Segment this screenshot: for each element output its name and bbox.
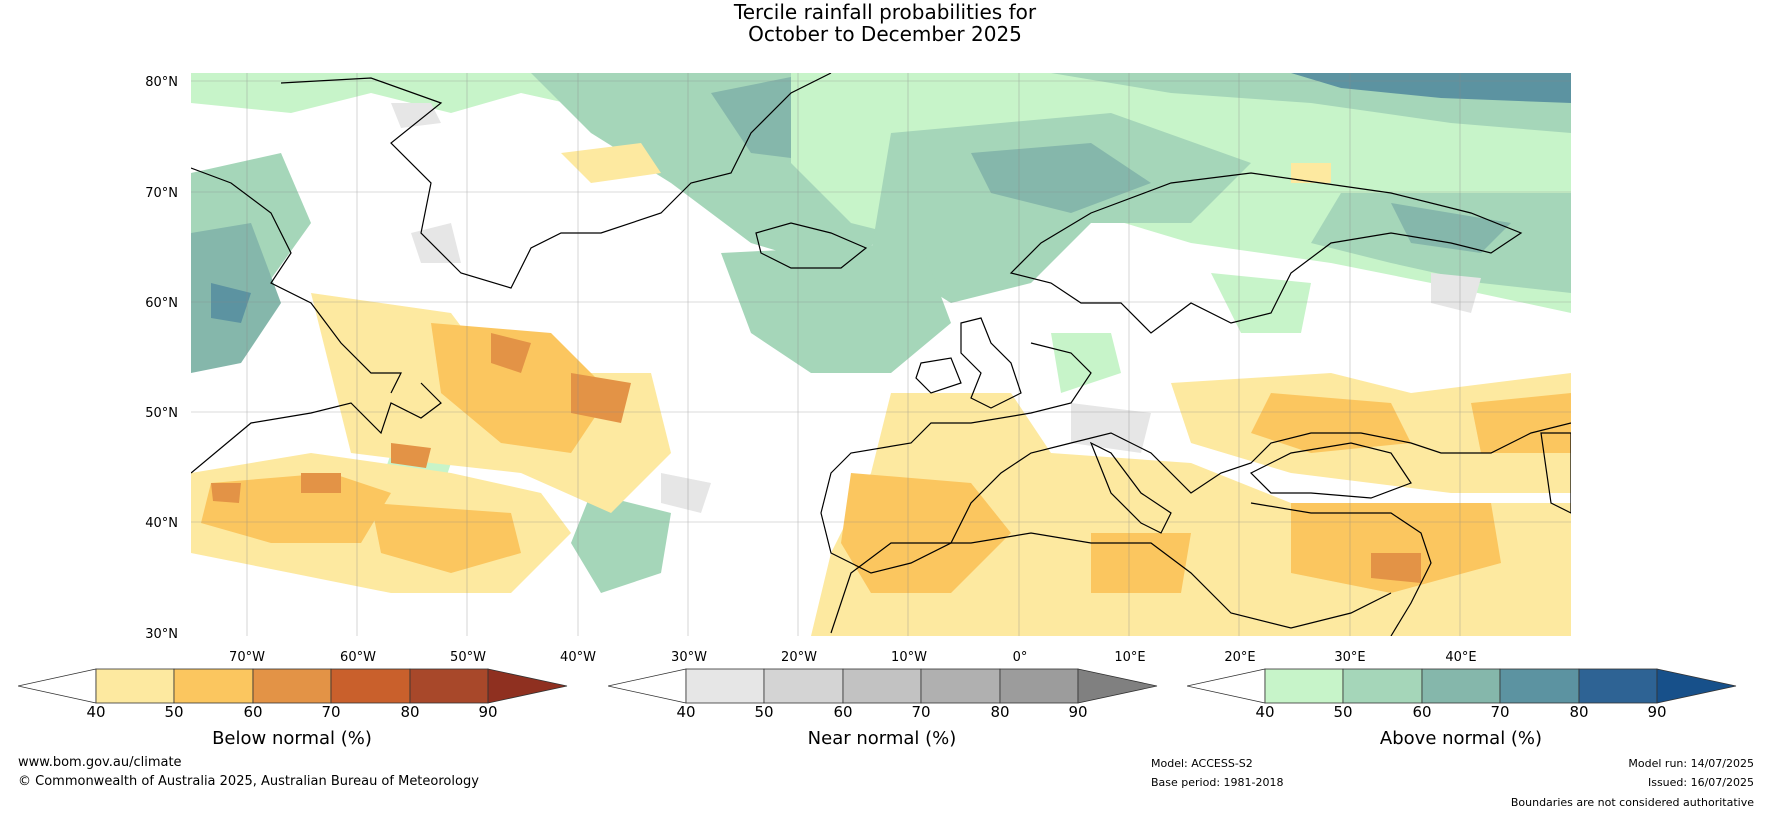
footer-copyright: © Commonwealth of Australia 2025, Austra… <box>18 774 479 789</box>
colorbar-above-40-50 <box>1264 668 1344 704</box>
colorbar-near-tick-40: 40 <box>676 703 696 721</box>
lat-label-30n: 30°N <box>145 627 178 642</box>
colorbar-below-tick-40: 40 <box>86 703 106 721</box>
colorbar-above-min-arrow <box>1187 668 1266 704</box>
colorbar-above-tick-90: 90 <box>1647 703 1667 721</box>
colorbar-above-title: Above normal (%) <box>1379 728 1543 749</box>
lon-label-30e: 30°E <box>1334 650 1366 665</box>
colorbar-near-min-arrow <box>608 668 687 704</box>
colorbar-below-60-70 <box>252 668 332 704</box>
colorbar-below-max-arrow <box>487 668 568 704</box>
colorbar-below-tick-90: 90 <box>478 703 498 721</box>
colorbar-near-80-90 <box>999 668 1079 704</box>
colorbar-near-40-50 <box>685 668 765 704</box>
colorbar-near-tick-70: 70 <box>911 703 931 721</box>
lon-label-50w: 50°W <box>450 650 486 665</box>
rainfall-probability-map <box>191 73 1571 636</box>
colorbar-near-50-60 <box>763 668 844 704</box>
footer-model: Model: ACCESS-S2 <box>1151 757 1253 770</box>
colorbar-below-tick-80: 80 <box>400 703 420 721</box>
colorbar-above-normal <box>1187 668 1737 704</box>
map-svg <box>191 73 1571 636</box>
coastlines <box>191 73 1571 636</box>
lon-label-20w: 20°W <box>781 650 817 665</box>
colorbar-above-60-70 <box>1421 668 1501 704</box>
colorbar-near-tick-60: 60 <box>833 703 853 721</box>
lon-label-10w: 10°W <box>891 650 927 665</box>
colorbar-below-tick-60: 60 <box>243 703 263 721</box>
colorbar-below-tick-70: 70 <box>321 703 341 721</box>
lon-label-70w: 70°W <box>229 650 265 665</box>
colorbar-below-normal <box>18 668 568 704</box>
lon-label-40e: 40°E <box>1445 650 1477 665</box>
colorbar-above-max-arrow <box>1656 668 1737 704</box>
lat-label-50n: 50°N <box>145 406 178 421</box>
colorbar-above-tick-80: 80 <box>1569 703 1589 721</box>
graticule <box>191 73 1571 636</box>
colorbar-above-tick-40: 40 <box>1255 703 1275 721</box>
colorbar-below-80-90 <box>409 668 489 704</box>
lon-label-20e: 20°E <box>1224 650 1256 665</box>
lon-label-30w: 30°W <box>671 650 707 665</box>
lat-label-80n: 80°N <box>145 75 178 90</box>
colorbar-above-80-90 <box>1578 668 1658 704</box>
colorbar-near-title: Near normal (%) <box>807 728 957 749</box>
above-normal-regions <box>191 73 1571 593</box>
colorbar-near-60-70 <box>842 668 922 704</box>
lat-label-40n: 40°N <box>145 516 178 531</box>
colorbar-below-50-60 <box>173 668 254 704</box>
colorbar-above-70-80 <box>1499 668 1580 704</box>
lon-label-40w: 40°W <box>560 650 596 665</box>
footer-issued: Issued: 16/07/2025 <box>1647 776 1754 789</box>
footer-website: www.bom.gov.au/climate <box>18 755 182 770</box>
lon-label-10e: 10°E <box>1114 650 1146 665</box>
colorbar-above-tick-50: 50 <box>1333 703 1353 721</box>
colorbar-above-tick-60: 60 <box>1412 703 1432 721</box>
colorbar-near-tick-50: 50 <box>754 703 774 721</box>
lon-label-60w: 60°W <box>340 650 376 665</box>
below-normal-regions <box>191 143 1571 636</box>
colorbar-below-tick-50: 50 <box>164 703 184 721</box>
footer-model-run: Model run: 14/07/2025 <box>1628 757 1754 770</box>
lon-label-0: 0° <box>1012 650 1028 665</box>
map-title-line1: Tercile rainfall probabilities for <box>733 0 1037 24</box>
lat-label-60n: 60°N <box>145 296 178 311</box>
colorbar-below-title: Below normal (%) <box>212 728 372 749</box>
colorbar-above-50-60 <box>1342 668 1423 704</box>
map-title-line2: October to December 2025 <box>748 22 1022 46</box>
colorbar-below-min-arrow <box>18 668 97 704</box>
colorbar-below-70-80 <box>330 668 411 704</box>
footer-disclaimer: Boundaries are not considered authoritat… <box>1510 796 1754 809</box>
colorbar-above-tick-70: 70 <box>1490 703 1510 721</box>
footer-base-period: Base period: 1981-2018 <box>1151 776 1284 789</box>
colorbar-near-70-80 <box>920 668 1001 704</box>
colorbar-near-normal <box>608 668 1158 704</box>
colorbar-below-40-50 <box>95 668 175 704</box>
colorbar-near-tick-80: 80 <box>990 703 1010 721</box>
near-normal-regions <box>391 103 1481 513</box>
colorbar-near-max-arrow <box>1077 668 1158 704</box>
lat-label-70n: 70°N <box>145 186 178 201</box>
colorbar-near-tick-90: 90 <box>1068 703 1088 721</box>
